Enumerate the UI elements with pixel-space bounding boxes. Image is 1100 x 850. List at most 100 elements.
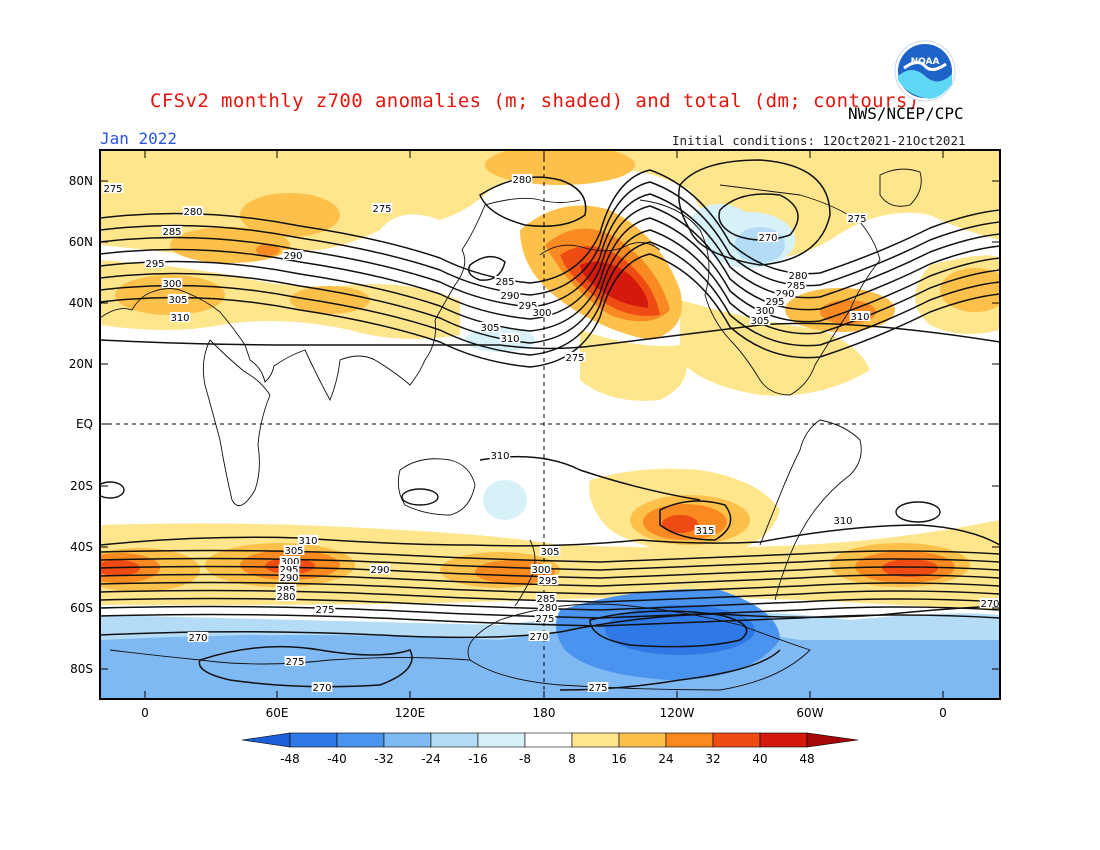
- contour-label: 290: [775, 289, 794, 300]
- contour-line-nh: [100, 241, 1000, 356]
- lat-label: 40N: [69, 296, 93, 310]
- contour-label: 285: [786, 281, 805, 292]
- contour-label-bg: [311, 682, 333, 692]
- coastline-australia: [397, 458, 476, 516]
- anomaly-region: [256, 244, 280, 256]
- contour-label-bg: [764, 296, 786, 306]
- contour-line-nh: [100, 193, 1000, 308]
- lon-label: 120E: [395, 706, 426, 720]
- colorbar-label: 24: [658, 752, 674, 766]
- contour-label: 305: [284, 546, 303, 557]
- contour-label-bg: [979, 598, 1000, 608]
- axis-labels: 80N 60N 40N 20N EQ 20S 40S 60S 80S 0 60E 120E 180 120…: [69, 174, 947, 720]
- lon-label: 60E: [266, 706, 289, 720]
- contour-label: 275: [535, 614, 554, 625]
- contour-label: 300: [162, 279, 181, 290]
- contour-label: 310: [500, 334, 519, 345]
- contour-label-bg: [479, 322, 501, 332]
- lat-label: 20S: [70, 479, 93, 493]
- contour-label: 270: [529, 632, 548, 643]
- lon-label: 120W: [660, 706, 695, 720]
- contour-line-315: [659, 500, 732, 541]
- coastline-africa: [202, 339, 271, 507]
- colorbar-swatch: [759, 732, 808, 748]
- contour-label-bg: [846, 213, 868, 223]
- lon-label: 180: [533, 706, 556, 720]
- contour-label: 300: [531, 565, 550, 576]
- forecast-month: Jan 2022: [100, 129, 178, 148]
- coastline-south-america: [759, 419, 862, 601]
- contour-label: 270: [188, 633, 207, 644]
- contour-label-bg: [144, 258, 166, 268]
- contour-label: 275: [315, 605, 334, 616]
- contour-label: 280: [538, 603, 557, 614]
- contour-line-small: [895, 501, 941, 523]
- contour-label: 270: [758, 233, 777, 244]
- contour-line-sh: [100, 581, 1000, 595]
- contour-label-bg: [774, 288, 796, 298]
- lat-label: 80S: [70, 662, 93, 676]
- anomaly-region: [830, 163, 950, 207]
- contour-label-bg: [539, 546, 561, 556]
- contour-line-310-sh: [100, 524, 1000, 547]
- anomaly-region: [483, 480, 527, 520]
- contour-label-bg: [530, 564, 552, 574]
- svg-text:NOAA: NOAA: [911, 57, 940, 67]
- lon-label: 0: [939, 706, 947, 720]
- contour-label: 275: [103, 184, 122, 195]
- colorbar-label: 32: [705, 752, 721, 766]
- contour-label: 295: [279, 565, 298, 576]
- lat-label: 20N: [69, 357, 93, 371]
- contour-label: 285: [276, 585, 295, 596]
- contour-label: 295: [145, 259, 164, 270]
- contour-label: 275: [372, 204, 391, 215]
- contour-label: 280: [788, 271, 807, 282]
- colorbar-swatch: [430, 732, 479, 748]
- contour-line-sh: [100, 605, 1000, 619]
- contour-label: 310: [298, 536, 317, 547]
- contour-label: 300: [755, 306, 774, 317]
- colorbar-arrow-left: [241, 732, 291, 748]
- contour-line-low: [589, 610, 748, 648]
- contour-label-bg: [694, 525, 716, 535]
- contour-label-bg: [537, 575, 559, 585]
- contour-label-bg: [369, 564, 391, 574]
- colorbar-swatch: [712, 732, 761, 748]
- contour-label: 285: [495, 277, 514, 288]
- contour-label: 275: [565, 353, 584, 364]
- contour-label-bg: [275, 584, 297, 594]
- contour-label: 285: [162, 227, 181, 238]
- contour-labels: 2752802852953003053102902752802852902953…: [102, 174, 1000, 694]
- contour-line-270: [100, 605, 1000, 639]
- contour-label-bg: [785, 280, 807, 290]
- contour-label-bg: [275, 591, 297, 601]
- contour-label-bg: [564, 352, 586, 362]
- contour-label-bg: [537, 602, 559, 612]
- contour-label-bg: [284, 656, 306, 666]
- colorbar-swatch: [336, 732, 385, 748]
- contour-label-bg: [511, 174, 533, 184]
- coastline-greenland: [879, 168, 922, 207]
- coastline-aleutians: [539, 241, 661, 256]
- contour-line-310-sh: [479, 455, 701, 501]
- contour-label-bg: [528, 631, 550, 641]
- colorbar-label: 40: [752, 752, 768, 766]
- contour-label: 290: [370, 565, 389, 576]
- colorbar-swatch: [477, 732, 526, 748]
- contour-label-bg: [297, 535, 319, 545]
- agency-label: NWS/NCEP/CPC: [848, 104, 964, 123]
- contour-label: 275: [588, 683, 607, 694]
- contour-label: 295: [538, 576, 557, 587]
- lon-label: 0: [141, 706, 149, 720]
- axis-ticks: [100, 150, 1000, 699]
- anomaly-region: [580, 330, 687, 401]
- contour-label: 290: [279, 573, 298, 584]
- colorbar-arrow-right: [806, 732, 859, 748]
- contour-label-bg: [832, 515, 854, 525]
- contour-label: 270: [980, 599, 999, 610]
- anomaly-region: [150, 635, 350, 685]
- colorbar-label: -48: [280, 752, 300, 766]
- contour-label: 270: [312, 683, 331, 694]
- anomaly-region: [662, 515, 698, 533]
